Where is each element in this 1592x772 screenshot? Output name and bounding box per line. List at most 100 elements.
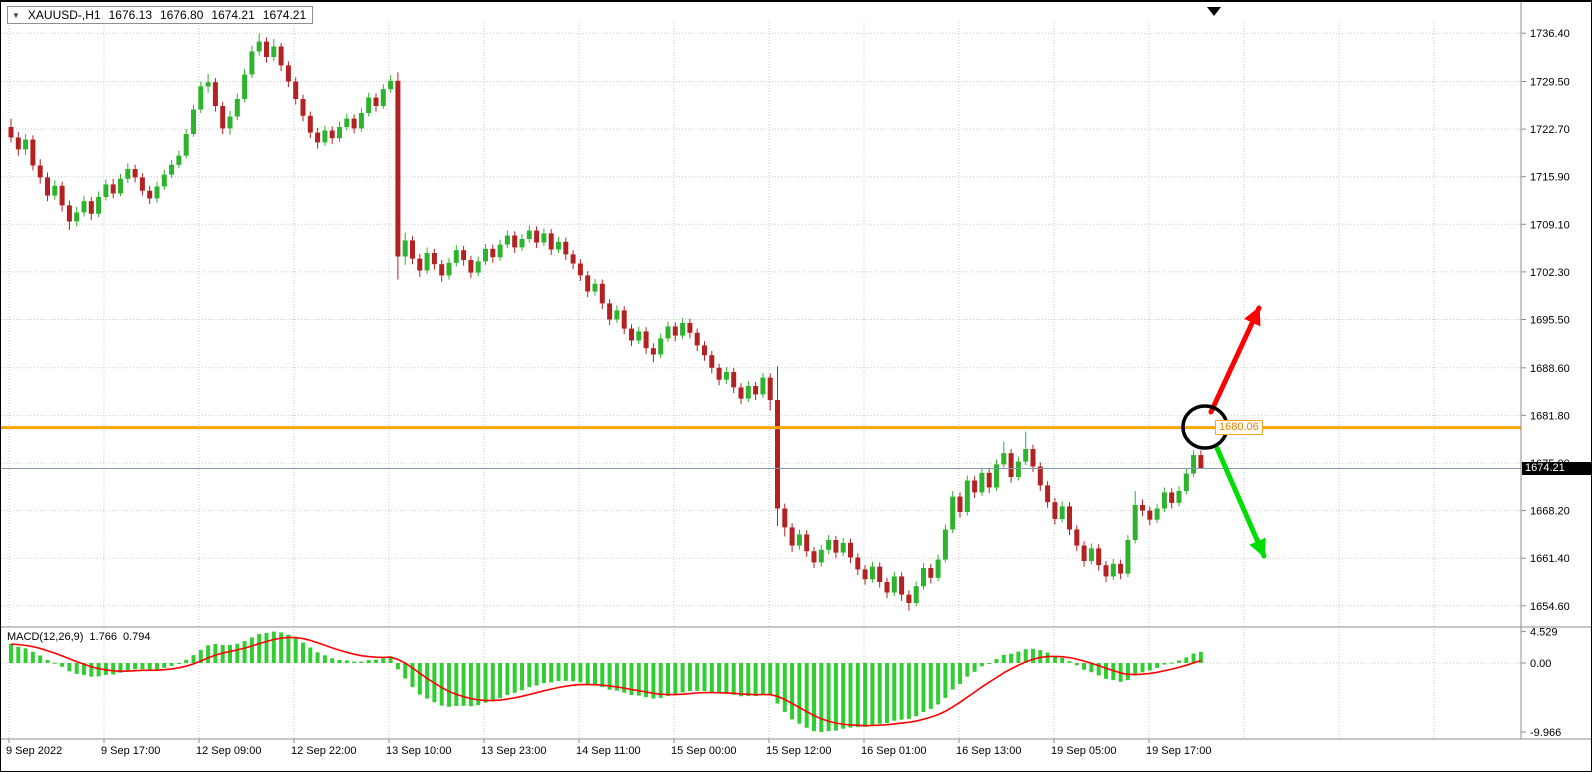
- price-axis-label: 1729.50: [1530, 77, 1570, 89]
- macd-histogram-bar: [118, 663, 123, 673]
- candle: [234, 99, 240, 117]
- candle: [81, 201, 87, 213]
- candle: [658, 338, 664, 355]
- macd-histogram-bar: [1111, 663, 1116, 681]
- macd-histogram-bar: [228, 644, 232, 663]
- candle: [1074, 529, 1080, 546]
- candle: [986, 472, 992, 488]
- candle: [337, 127, 342, 139]
- candle: [745, 386, 751, 399]
- macd-histogram-bar: [1052, 656, 1057, 663]
- macd-main-value: 1.766: [89, 631, 117, 643]
- down-arrow-annotation[interactable]: [1214, 445, 1267, 559]
- candle: [833, 540, 839, 553]
- candle: [585, 275, 591, 292]
- price-axis-label: 1702.30: [1530, 267, 1570, 279]
- candle: [592, 283, 598, 292]
- macd-histogram-bar: [709, 663, 714, 693]
- macd-histogram-bar: [89, 663, 94, 677]
- candle: [431, 253, 437, 265]
- candle: [723, 372, 729, 380]
- macd-histogram-bar: [534, 663, 539, 686]
- candle: [950, 496, 956, 530]
- macd-histogram-bar: [819, 663, 824, 733]
- candle: [913, 586, 919, 603]
- candle: [1023, 449, 1029, 462]
- candle: [1052, 502, 1058, 519]
- candle: [1045, 485, 1051, 503]
- macd-histogram-bar: [133, 663, 138, 670]
- candle: [358, 113, 364, 129]
- macd-histogram-bar: [23, 648, 28, 663]
- candle: [271, 46, 277, 57]
- candle: [380, 89, 386, 106]
- candle: [1059, 506, 1065, 519]
- bar-high-value: 1676.80: [160, 8, 204, 22]
- candle: [118, 178, 123, 194]
- macd-histogram-bar: [425, 663, 430, 699]
- macd-histogram-bar: [257, 634, 262, 663]
- macd-histogram-bar: [410, 663, 415, 688]
- candle: [1161, 492, 1167, 509]
- candle: [344, 118, 350, 127]
- hline-price-label[interactable]: 1680.06: [1215, 419, 1263, 435]
- candle: [504, 235, 510, 245]
- axis-layer[interactable]: 1736.40 1729.50 1722.70 1715.90 1709.10 1702.…: [1, 2, 1592, 757]
- macd-histogram-bar: [614, 663, 619, 691]
- macd-histogram-bar: [885, 663, 889, 724]
- candle: [439, 264, 445, 276]
- macd-histogram-bar: [198, 649, 203, 663]
- chart-shift-marker-icon[interactable]: [1207, 7, 1221, 16]
- macd-histogram-bar: [74, 663, 79, 674]
- candle: [621, 310, 627, 329]
- candle: [906, 594, 912, 603]
- candle: [37, 165, 43, 178]
- candle: [862, 569, 868, 580]
- candle: [1081, 545, 1087, 561]
- macd-histogram-bar: [96, 663, 101, 677]
- macd-histogram-bar: [38, 655, 43, 663]
- candle: [446, 262, 452, 276]
- candle: [1154, 508, 1160, 520]
- candle: [490, 248, 496, 258]
- candle: [278, 46, 284, 66]
- macd-histogram-bar: [490, 663, 495, 702]
- bar-low-value: 1674.21: [211, 8, 255, 22]
- candle: [826, 540, 832, 550]
- macd-histogram-bar: [1001, 654, 1006, 663]
- candle: [410, 240, 415, 259]
- up-arrow-annotation[interactable]: [1208, 305, 1262, 415]
- candle: [716, 367, 722, 380]
- candle: [212, 82, 218, 106]
- macd-histogram-bar: [293, 638, 298, 663]
- macd-histogram-bar: [155, 663, 159, 670]
- macd-histogram-bar: [687, 663, 692, 692]
- candle: [198, 86, 204, 110]
- candle: [994, 464, 999, 488]
- macd-histogram-bar: [658, 663, 663, 698]
- candle: [694, 332, 700, 346]
- macd-histogram-bar: [330, 658, 335, 663]
- candle: [548, 233, 554, 250]
- candle: [1110, 563, 1116, 577]
- one-click-collapse-icon[interactable]: ▼: [12, 10, 20, 20]
- macd-histogram-bar: [782, 663, 787, 712]
- macd-histogram-bar: [82, 663, 86, 675]
- macd-histogram-bar: [593, 663, 597, 686]
- macd-histogram-bar: [972, 663, 977, 672]
- macd-histogram-bar: [206, 645, 211, 663]
- candle: [242, 74, 248, 99]
- macd-histogram-bar: [417, 663, 422, 695]
- macd-histogram-bar: [242, 641, 247, 663]
- time-axis-label: 16 Sep 13:00: [956, 745, 1021, 757]
- macd-histogram-bar: [9, 644, 13, 663]
- price-axis-label: 1654.60: [1530, 601, 1570, 613]
- candle: [848, 542, 853, 558]
- candle: [8, 127, 14, 138]
- candle: [687, 323, 693, 333]
- macd-histogram-bar: [804, 663, 809, 728]
- macd-histogram-bar: [936, 663, 941, 705]
- macd-histogram-bar: [636, 663, 641, 696]
